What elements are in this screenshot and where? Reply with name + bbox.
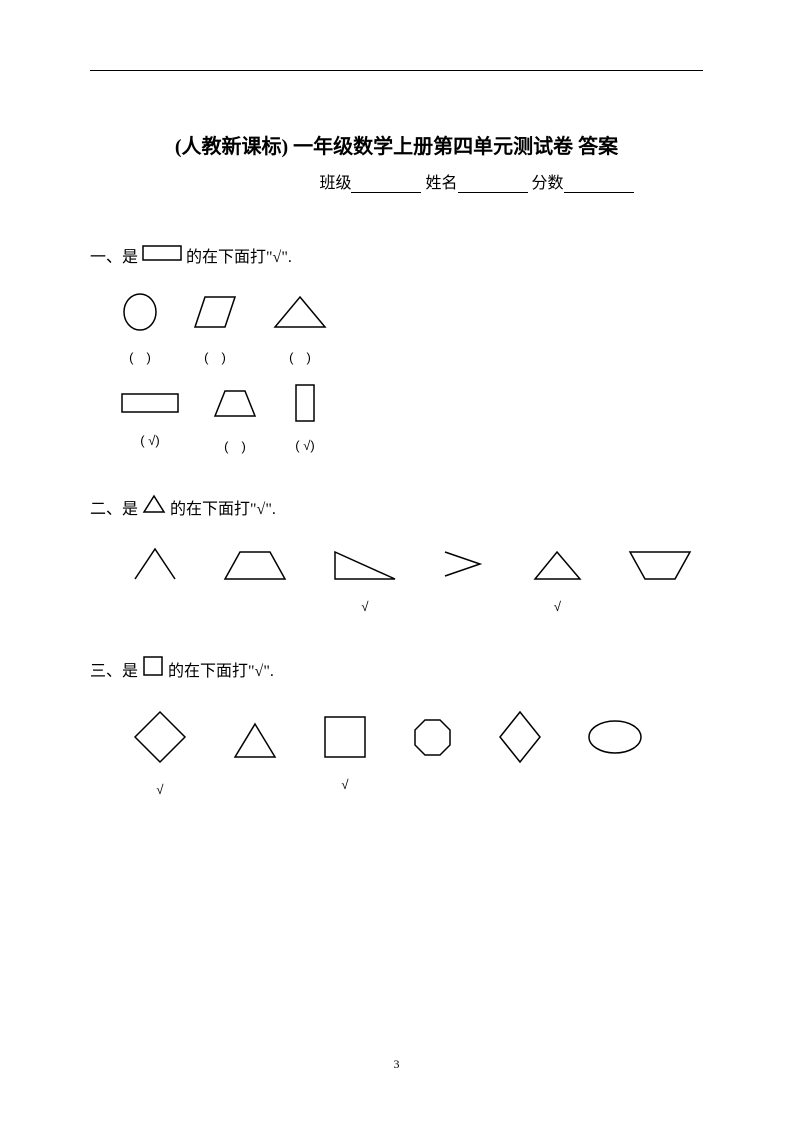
shape-rect-wide: ( √) xyxy=(120,388,180,449)
section-2: 二、是 的在下面打"√". √ √ xyxy=(90,494,703,615)
name-label: 姓名 xyxy=(425,175,457,192)
shape-square: √ xyxy=(320,712,370,793)
shape-triangle3 xyxy=(230,712,280,793)
s3-a3: √ xyxy=(341,777,348,793)
shape-gt xyxy=(440,544,490,615)
section-1-title: 一、是 的在下面打"√". xyxy=(90,243,703,267)
page-number: 3 xyxy=(0,1057,793,1072)
shape-trapezoid: ( ) xyxy=(210,386,260,452)
s3-a1: √ xyxy=(156,782,163,798)
name-blank xyxy=(458,175,528,193)
score-label: 分数 xyxy=(532,175,564,192)
square-icon xyxy=(142,655,164,682)
shape-rhombus xyxy=(495,707,545,798)
s2-suffix: 的在下面打"√". xyxy=(170,495,276,519)
section-3-title: 三、是 的在下面打"√". xyxy=(90,655,703,682)
shape-triangle: ( ) xyxy=(270,292,330,363)
s3-row: √ √ xyxy=(130,707,703,798)
section-1: 一、是 的在下面打"√". ( ) ( ) ( ) ( √) ( ) xyxy=(90,243,703,454)
shape-right-triangle: √ xyxy=(330,544,400,615)
s1-r1-a2: ( ) xyxy=(204,347,226,363)
s1-r2-a2: ( ) xyxy=(224,436,246,452)
s1-r2-a1: ( √) xyxy=(140,433,159,449)
s2-row: √ √ xyxy=(130,544,703,615)
class-label: 班级 xyxy=(319,175,351,192)
s3-suffix: 的在下面打"√". xyxy=(168,657,274,681)
s1-r1-a3: ( ) xyxy=(289,347,311,363)
triangle-icon xyxy=(142,494,166,519)
page-title: (人教新课标) 一年级数学上册第四单元测试卷 答案 xyxy=(90,130,703,159)
score-blank xyxy=(564,175,634,193)
s1-prefix: 一、是 xyxy=(90,243,138,267)
shape-angle xyxy=(130,544,180,615)
s2-prefix: 二、是 xyxy=(90,495,138,519)
s1-row2: ( √) ( ) ( √) xyxy=(120,383,703,454)
shape-diamond: √ xyxy=(130,707,190,798)
rectangle-icon xyxy=(142,245,182,266)
s1-r2-a3: ( √) xyxy=(295,438,314,454)
shape-trap2 xyxy=(220,544,290,615)
class-blank xyxy=(351,175,421,193)
shape-triangle2: √ xyxy=(530,544,585,615)
s1-r1-a1: ( ) xyxy=(129,347,151,363)
shape-octagon xyxy=(410,715,455,791)
s1-suffix: 的在下面打"√". xyxy=(186,243,292,267)
shape-rect-tall: ( √) xyxy=(290,383,320,454)
section-2-title: 二、是 的在下面打"√". xyxy=(90,494,703,519)
shape-ellipse xyxy=(585,717,645,788)
shape-circle: ( ) xyxy=(120,292,160,363)
section-3: 三、是 的在下面打"√". √ √ xyxy=(90,655,703,798)
s2-a3: √ xyxy=(361,599,368,615)
s3-prefix: 三、是 xyxy=(90,657,138,681)
shape-trap-inv xyxy=(625,544,695,615)
shape-parallelogram: ( ) xyxy=(190,292,240,363)
header-rule xyxy=(90,70,703,71)
s1-row1: ( ) ( ) ( ) xyxy=(120,292,703,363)
s2-a5: √ xyxy=(554,599,561,615)
student-info: 班级 姓名 分数 xyxy=(250,169,703,193)
